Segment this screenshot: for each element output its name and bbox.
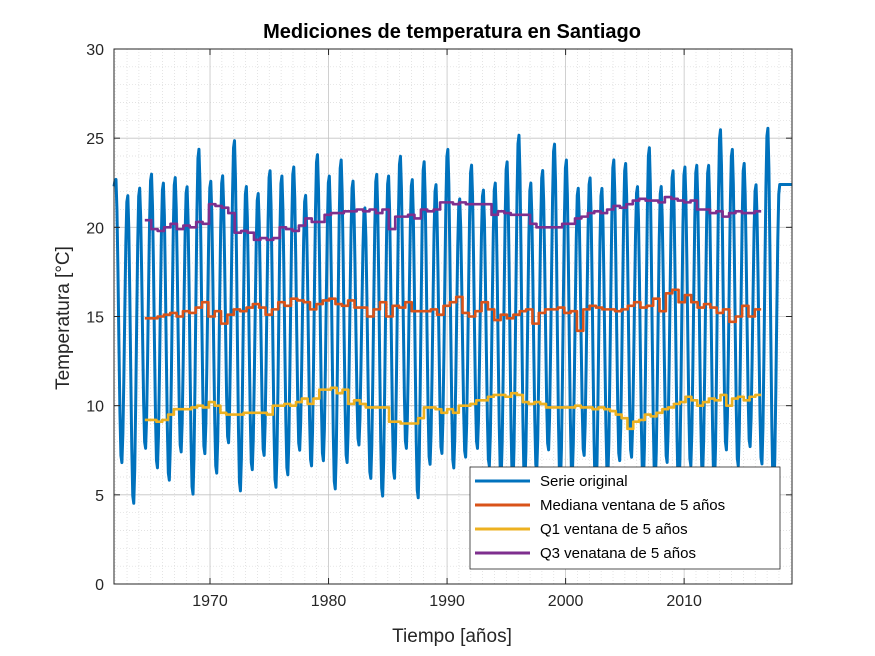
tick-marks bbox=[114, 48, 792, 585]
chart-title: Mediciones de temperatura en Santiago bbox=[263, 21, 641, 43]
y-axis-label: Temperatura [°C] bbox=[53, 246, 74, 390]
legend-entry-label: Serie original bbox=[540, 473, 628, 490]
x-tick-label: 1990 bbox=[429, 593, 465, 610]
series-line-3 bbox=[144, 195, 762, 242]
series-line-2 bbox=[144, 386, 762, 431]
y-tick-label: 0 bbox=[95, 577, 104, 594]
x-tick-label: 2010 bbox=[666, 593, 702, 610]
y-tick-label: 30 bbox=[86, 42, 104, 59]
legend-entry-label: Q3 venatana de 5 años bbox=[540, 545, 696, 562]
y-tick-label: 10 bbox=[86, 399, 104, 416]
legend: Serie original Mediana ventana de 5 años Q… bbox=[469, 466, 781, 570]
x-axis-label: Tiempo [años] bbox=[392, 626, 512, 647]
y-tick-label: 20 bbox=[86, 220, 104, 237]
x-tick-label: 2000 bbox=[548, 593, 584, 610]
x-tick-label: 1970 bbox=[192, 593, 228, 610]
x-tick-labels: 1970 1980 1990 2000 2010 bbox=[192, 593, 702, 610]
y-tick-label: 25 bbox=[86, 131, 104, 148]
legend-entry-label: Q1 ventana de 5 años bbox=[540, 521, 688, 538]
series-line-1 bbox=[144, 288, 762, 333]
y-tick-labels: 0 5 10 15 20 25 30 bbox=[86, 42, 104, 594]
legend-entry-label: Mediana ventana de 5 años bbox=[540, 497, 725, 514]
y-tick-label: 5 bbox=[95, 488, 104, 505]
x-tick-label: 1980 bbox=[311, 593, 347, 610]
y-tick-label: 15 bbox=[86, 310, 104, 327]
